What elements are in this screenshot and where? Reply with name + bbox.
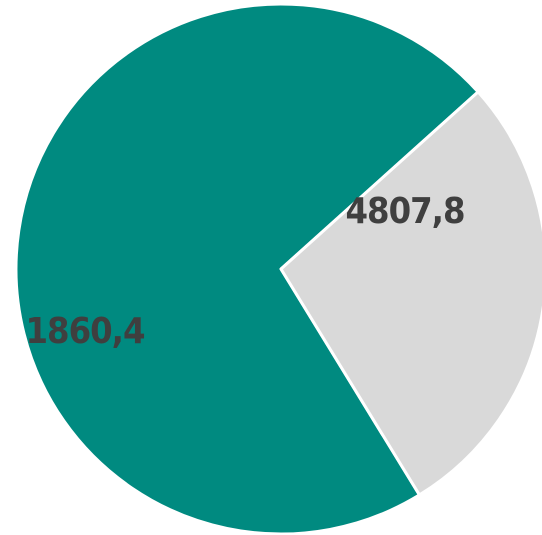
pie-slices	[14, 2, 542, 535]
pie-data-labels: 4807,8 1860,4	[26, 191, 466, 352]
pie-slice-2-label: 1860,4	[26, 311, 145, 352]
pie-slice-1-label: 4807,8	[346, 191, 465, 232]
pie-slice-2	[279, 90, 542, 497]
pie-slice-1	[14, 2, 480, 535]
